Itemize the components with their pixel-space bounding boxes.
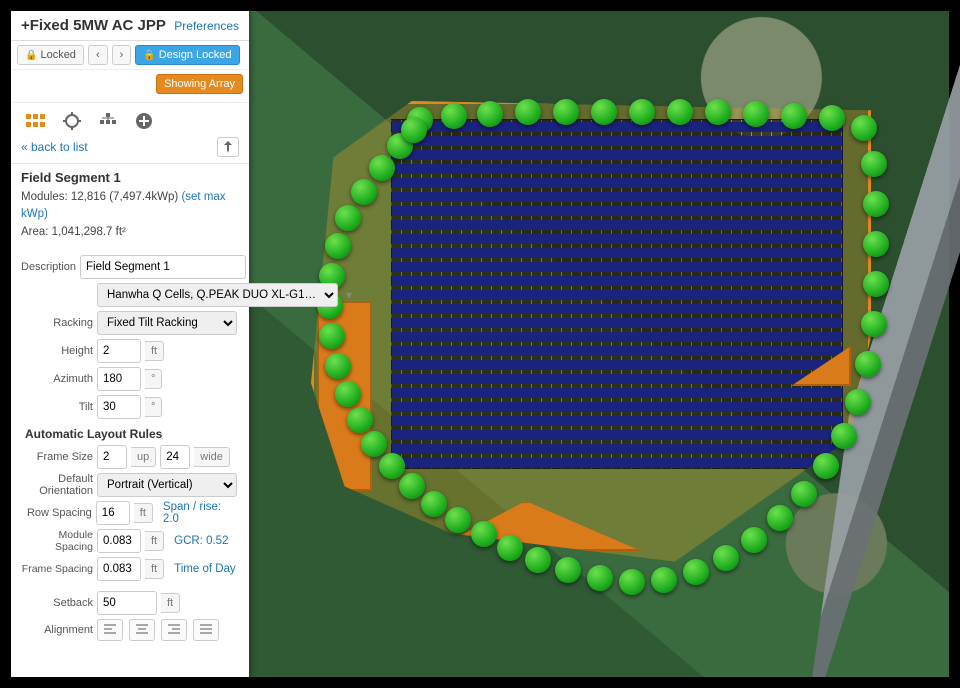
tilt-unit: °: [145, 397, 162, 417]
preferences-link[interactable]: Preferences: [174, 19, 239, 33]
align-left-button[interactable]: [97, 619, 123, 641]
next-button[interactable]: ›: [112, 45, 132, 65]
height-label: Height: [21, 345, 93, 357]
wide-label: wide: [194, 447, 230, 467]
gcr-link[interactable]: 0.52: [206, 535, 228, 547]
frame-up-input[interactable]: [97, 445, 127, 469]
azimuth-input[interactable]: [97, 367, 141, 391]
tab-layout-icon[interactable]: [25, 111, 47, 131]
pin-icon[interactable]: [217, 137, 239, 157]
setback-label: Setback: [21, 597, 93, 609]
azimuth-unit: °: [145, 369, 162, 389]
locked-button[interactable]: Locked: [17, 45, 84, 65]
row-spacing-input[interactable]: [96, 501, 130, 525]
layout-rules-header: Automatic Layout Rules: [25, 427, 239, 441]
project-title: +Fixed 5MW AC JPP: [21, 17, 168, 34]
module-spacing-label: Module Spacing: [21, 529, 93, 553]
description-input[interactable]: [80, 255, 246, 279]
row-spacing-label: Row Spacing: [21, 507, 92, 519]
tab-add-icon[interactable]: [133, 111, 155, 131]
description-label: Description: [21, 261, 76, 273]
design-sidebar: +Fixed 5MW AC JPP Preferences Locked ‹ ›…: [11, 11, 249, 677]
segment-title: Field Segment 1: [21, 170, 239, 185]
racking-label: Racking: [21, 317, 93, 329]
showing-array-button[interactable]: Showing Array: [156, 74, 243, 94]
frame-size-label: Frame Size: [21, 451, 93, 463]
tilt-input[interactable]: [97, 395, 141, 419]
solar-panel-array: [391, 119, 843, 469]
frame-wide-input[interactable]: [160, 445, 190, 469]
frame-spacing-input[interactable]: [97, 557, 141, 581]
module-type-select[interactable]: Hanwha Q Cells, Q.PEAK DUO XL-G1…: [97, 283, 338, 307]
height-unit: ft: [145, 341, 164, 361]
align-center-button[interactable]: [129, 619, 155, 641]
module-spacing-unit: ft: [145, 531, 164, 551]
prev-button[interactable]: ‹: [88, 45, 108, 65]
up-label: up: [131, 447, 156, 467]
design-locked-button[interactable]: Design Locked: [135, 45, 239, 65]
frame-spacing-label: Frame Spacing: [21, 563, 93, 575]
modules-count: Modules: 12,816 (7,497.4kWp): [21, 191, 181, 203]
orientation-select[interactable]: Portrait (Vertical): [97, 473, 237, 497]
height-input[interactable]: [97, 339, 141, 363]
align-justify-button[interactable]: [193, 619, 219, 641]
setback-input[interactable]: [97, 591, 157, 615]
racking-select[interactable]: Fixed Tilt Racking: [97, 311, 237, 335]
tab-target-icon[interactable]: [61, 111, 83, 131]
align-right-button[interactable]: [161, 619, 187, 641]
azimuth-label: Azimuth: [21, 373, 93, 385]
area-value: Area: 1,041,298.7 ft²: [21, 226, 126, 238]
module-spacing-input[interactable]: [97, 529, 141, 553]
setback-unit: ft: [161, 593, 180, 613]
time-of-day-link[interactable]: Time of Day: [174, 563, 236, 575]
alignment-label: Alignment: [21, 624, 93, 636]
module-dropdown-icon[interactable]: ▾: [342, 288, 356, 302]
frame-spacing-unit: ft: [145, 559, 164, 579]
tab-tree-icon[interactable]: [97, 111, 119, 131]
tilt-label: Tilt: [21, 401, 93, 413]
orientation-label: Default Orientation: [21, 473, 93, 497]
span-rise-link[interactable]: 2.0: [163, 513, 179, 525]
back-to-list-link[interactable]: « back to list: [21, 140, 88, 154]
row-spacing-unit: ft: [134, 503, 153, 523]
